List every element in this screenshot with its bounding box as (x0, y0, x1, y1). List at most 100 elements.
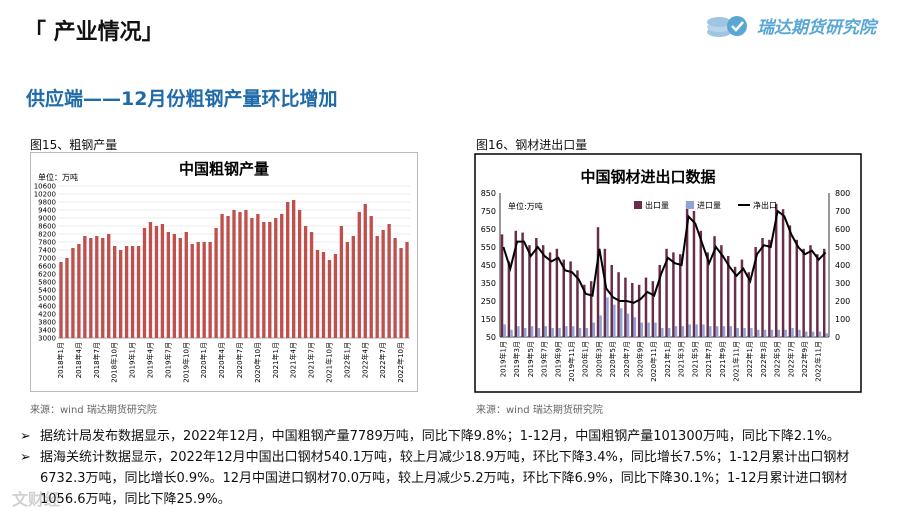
import-bar (702, 324, 705, 337)
bar (399, 248, 403, 338)
crude-steel-chart: 中国粗钢产量 单位：万吨 3000 3400 3800 4200 4600 5000 5400 5… (30, 152, 418, 392)
coins-icon (707, 16, 747, 37)
import-bar (544, 326, 548, 337)
x-tick-label: 2022年10月 (396, 342, 405, 383)
bar (262, 222, 266, 338)
import-bar (503, 324, 506, 337)
arrow-bullet-icon: ➢ (20, 429, 31, 444)
right-y-tick-label: 400 (835, 261, 850, 270)
bar (196, 242, 200, 338)
x-tick-label: 2021年7月 (704, 341, 713, 377)
bar (268, 222, 272, 338)
import-bar (709, 326, 712, 337)
import-bar (695, 324, 698, 337)
import-bar (784, 329, 787, 337)
export-bar (514, 230, 517, 337)
figure15-source: 来源：wind 瑞达期货研究院 (30, 405, 157, 416)
bar (136, 246, 141, 338)
export-bar (603, 248, 607, 337)
import-bar (763, 329, 767, 337)
bar (226, 216, 230, 338)
right-y-tick-label: 0 (835, 333, 840, 342)
x-tick-label: 2019年7月 (163, 342, 172, 378)
bar (113, 246, 117, 338)
bar (286, 202, 290, 338)
x-tick-label: 2022年3月 (759, 341, 768, 377)
import-bar (530, 326, 534, 337)
y-tick-label: 4600 (38, 303, 56, 311)
import-bar (647, 322, 650, 337)
export-bar (747, 272, 751, 337)
bar (333, 254, 338, 338)
import-bar (626, 313, 630, 337)
x-tick-label: 2020年1月 (199, 342, 208, 378)
x-tick-label: 2021年11月 (731, 341, 740, 382)
import-bar (688, 324, 691, 337)
export-bar (727, 256, 730, 337)
right-y-tick-label: 200 (835, 297, 850, 306)
bar (208, 242, 212, 338)
import-bar (523, 328, 527, 337)
x-tick-label: 2022年7月 (378, 342, 387, 378)
bar (83, 236, 87, 338)
right-y-tick-label: 300 (835, 279, 850, 288)
chart-title: 中国粗钢产量 (179, 160, 269, 178)
left-y-tick-label: 850 (481, 189, 496, 198)
import-bar (736, 328, 739, 337)
import-bar (606, 297, 609, 337)
legend-label: 进口量 (697, 201, 721, 210)
import-bar (757, 329, 760, 337)
logo: 瑞达期货研究院 (705, 10, 876, 40)
x-tick-label: 2019年9月 (553, 341, 562, 377)
legend-label: 净出口 (753, 200, 777, 210)
export-bar (802, 248, 805, 337)
export-bar (631, 283, 634, 337)
left-y-tick-label: 550 (481, 243, 496, 252)
import-bar (633, 317, 637, 337)
bar (107, 234, 111, 338)
bar (357, 212, 361, 338)
bar (232, 210, 236, 338)
x-tick-label: 2020年11月 (649, 341, 658, 382)
steel-trade-chart-svg: 中国钢材进出口数据 50 150 250 350 450 550 650 750 850 0 100 2… (474, 153, 862, 393)
export-bar (809, 245, 812, 337)
export-bar (822, 248, 826, 337)
x-tick-label: 2020年7月 (235, 342, 244, 378)
left-y-tick-label: 250 (481, 297, 496, 306)
left-y-tick-label: 450 (481, 261, 496, 270)
y-tick-label: 10600 (34, 183, 56, 191)
unit-label: 单位：万吨 (38, 172, 78, 182)
x-tick-label: 2019年3月 (512, 341, 521, 377)
x-tick-label: 2021年7月 (307, 342, 316, 378)
y-tick-label: 5000 (38, 295, 56, 303)
bar (101, 238, 105, 338)
import-bar (619, 308, 623, 337)
export-bar (685, 203, 689, 337)
bullet-item: ➢ 据统计局发布数据显示，2022年12月，中国粗钢产量7789万吨，同比下降9… (20, 426, 890, 447)
y-tick-label: 9400 (38, 207, 56, 215)
y-tick-label: 6600 (38, 263, 56, 271)
bar (339, 226, 344, 338)
import-bar (585, 328, 589, 337)
chart-title: 中国钢材进出口数据 (580, 168, 715, 186)
import-bar (791, 328, 794, 337)
import-bar (558, 328, 561, 337)
x-tick-label: 2018年7月 (92, 342, 101, 378)
right-y-tick-label: 800 (835, 189, 850, 198)
x-tick-label: 2020年5月 (608, 341, 617, 377)
import-bar (722, 326, 726, 337)
bar (238, 212, 242, 338)
bar (274, 218, 278, 338)
bar (345, 242, 350, 338)
arrow-bullet-icon: ➢ (20, 450, 31, 465)
export-bar (610, 265, 613, 337)
import-bar (770, 329, 774, 337)
bullet-item: ➢ 据海关统计数据显示，2022年12月中国出口钢材540.1万吨，较上月减少1… (20, 447, 890, 510)
left-y-tick-label: 650 (481, 225, 496, 234)
bar (77, 244, 81, 338)
bar (154, 226, 159, 338)
x-tick-label: 2019年1月 (128, 342, 137, 378)
bar (280, 214, 284, 338)
export-bar (541, 245, 545, 337)
logo-text: 瑞达期货研究院 (757, 17, 876, 38)
